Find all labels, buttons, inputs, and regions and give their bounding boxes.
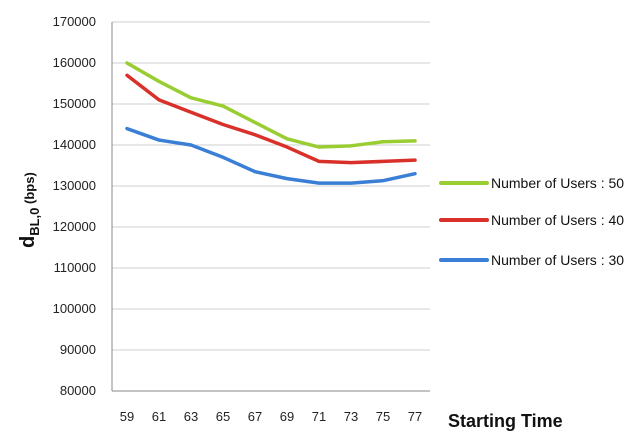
y-tick-label: 140000 bbox=[53, 137, 96, 152]
y-axis-title: dBL,0 (bps) bbox=[17, 172, 42, 248]
y-tick-label: 90000 bbox=[60, 342, 96, 357]
y-axis-title-main: d bbox=[17, 236, 39, 248]
x-tick-label: 65 bbox=[216, 409, 230, 424]
y-tick-label: 150000 bbox=[53, 96, 96, 111]
x-tick-label: 67 bbox=[248, 409, 262, 424]
y-tick-labels: 80000 90000 100000 110000 120000 130000 140000… bbox=[53, 14, 96, 398]
legend-item: Number of Users : 30 bbox=[439, 252, 624, 268]
series-line bbox=[125, 126, 417, 185]
x-tick-label: 75 bbox=[376, 409, 390, 424]
y-tick-label: 130000 bbox=[53, 178, 96, 193]
x-tick-label: 59 bbox=[120, 409, 134, 424]
data-series bbox=[125, 61, 417, 185]
x-tick-label: 69 bbox=[280, 409, 294, 424]
x-tick-label: 77 bbox=[408, 409, 422, 424]
y-tick-label: 160000 bbox=[53, 55, 96, 70]
y-axis-title-unit: (bps) bbox=[22, 172, 37, 207]
y-tick-label: 80000 bbox=[60, 383, 96, 398]
y-tick-label: 120000 bbox=[53, 219, 96, 234]
legend-label: Number of Users : 40 bbox=[491, 212, 624, 228]
gridlines bbox=[111, 21, 430, 392]
y-axis-title-subscript: BL,0 bbox=[27, 208, 42, 236]
legend: Number of Users : 50 Number of Users : 40… bbox=[439, 175, 624, 268]
x-tick-label: 63 bbox=[184, 409, 198, 424]
legend-item: Number of Users : 40 bbox=[439, 212, 624, 228]
legend-item: Number of Users : 50 bbox=[439, 175, 624, 191]
x-tick-label: 73 bbox=[344, 409, 358, 424]
x-tick-labels: 59 61 63 65 67 69 71 73 75 77 bbox=[120, 409, 422, 424]
legend-label: Number of Users : 30 bbox=[491, 252, 624, 268]
y-tick-label: 100000 bbox=[53, 301, 96, 316]
y-tick-label: 110000 bbox=[54, 260, 96, 275]
series-line bbox=[125, 61, 417, 149]
x-axis-title: Starting Time bbox=[448, 411, 563, 431]
legend-label: Number of Users : 50 bbox=[491, 175, 624, 191]
y-tick-label: 170000 bbox=[53, 14, 96, 29]
x-tick-label: 71 bbox=[312, 409, 326, 424]
series-line bbox=[125, 73, 417, 165]
x-tick-label: 61 bbox=[152, 409, 166, 424]
